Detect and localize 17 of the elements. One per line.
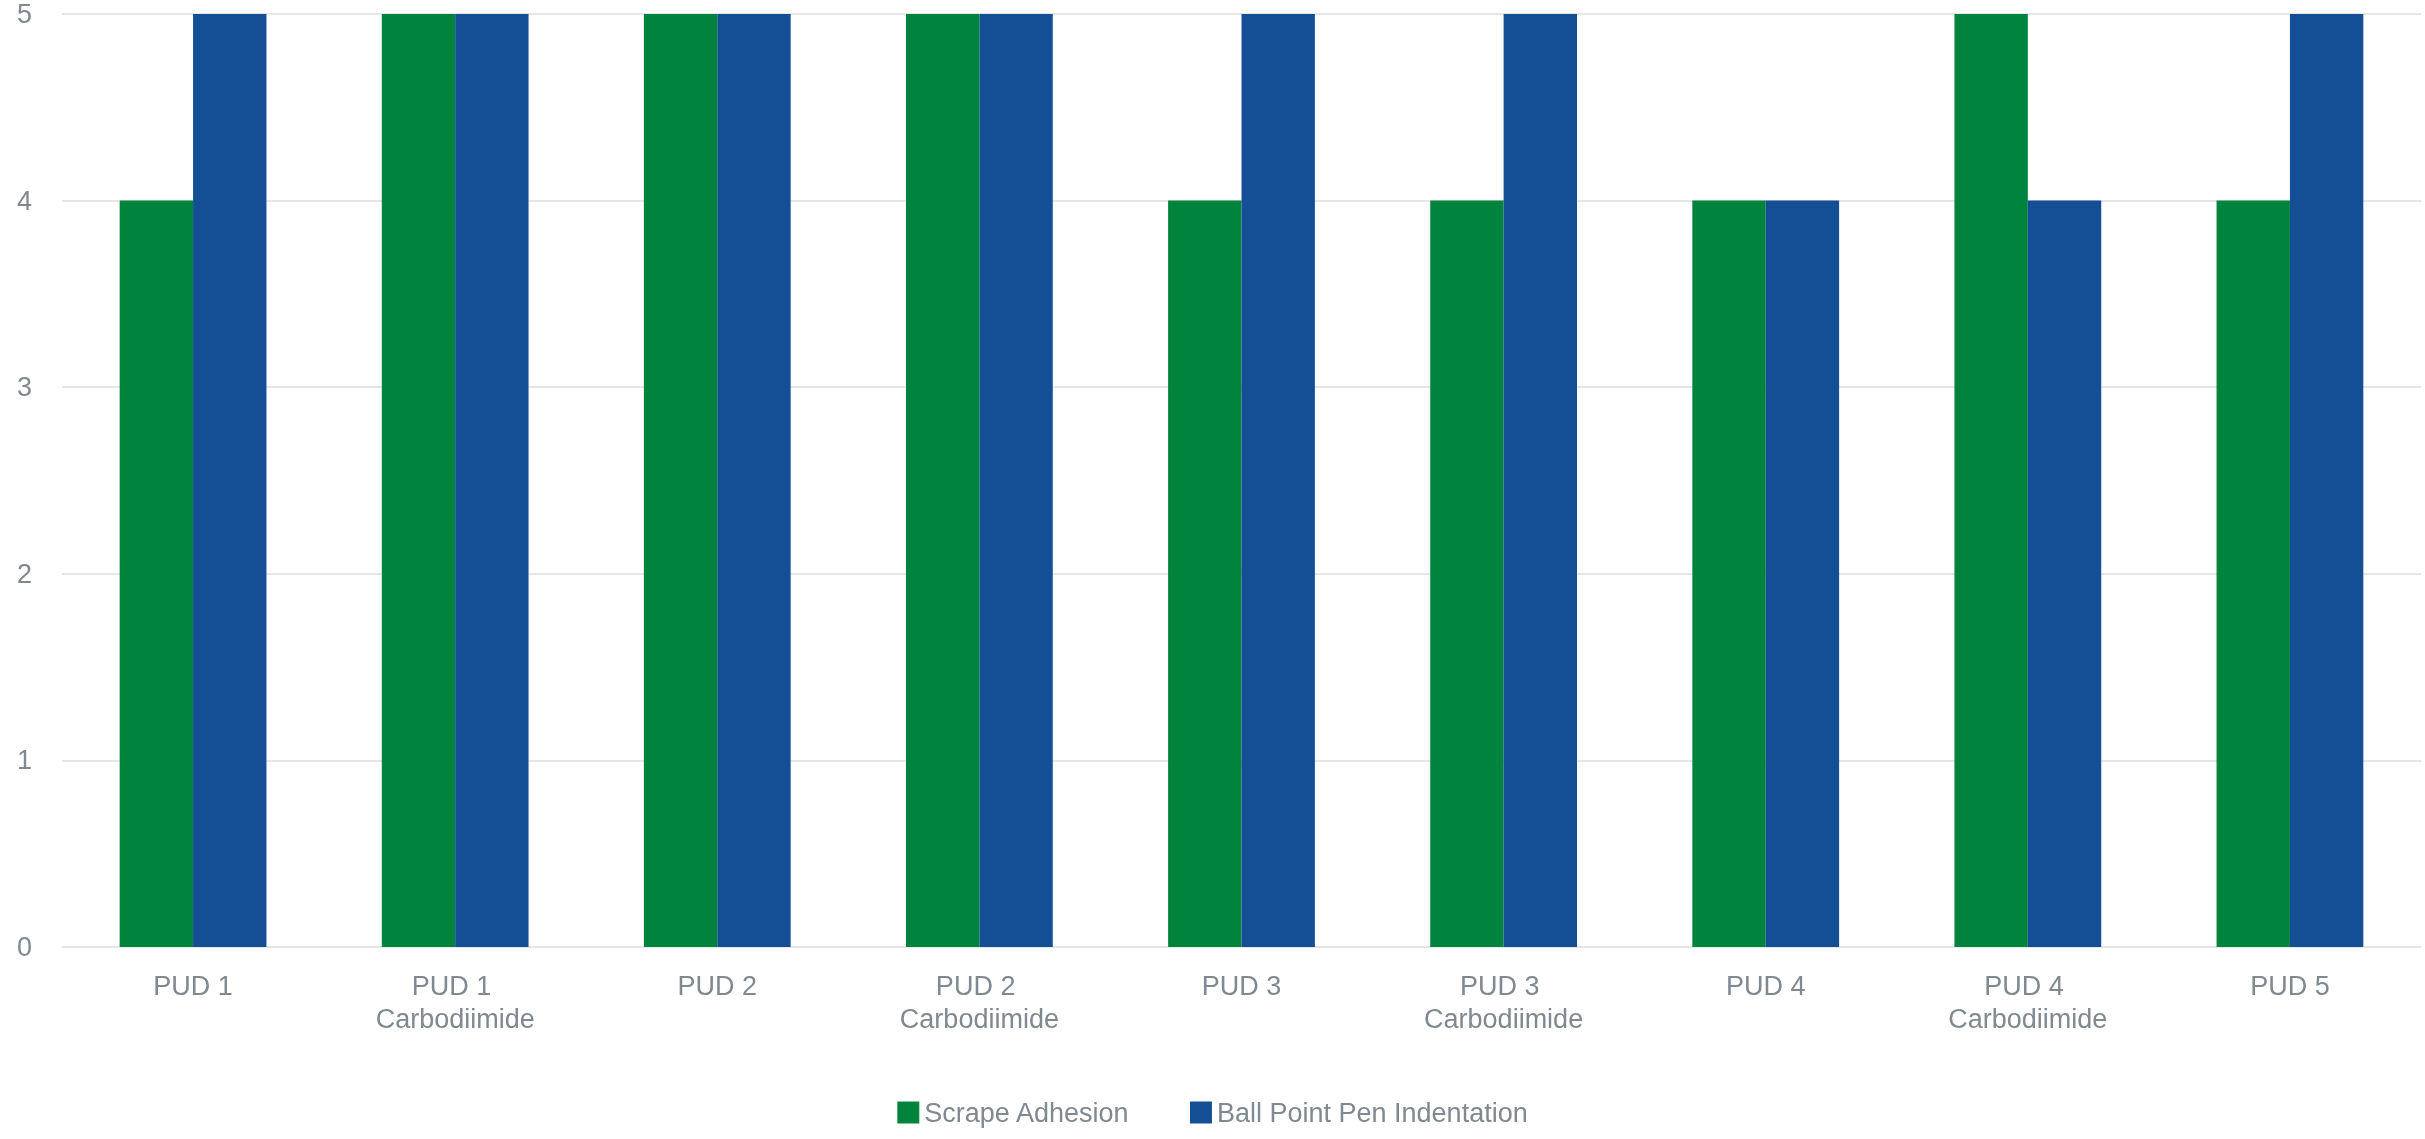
x-tick-label: PUD 4 xyxy=(1725,970,1806,1001)
y-tick-label: 2 xyxy=(16,558,32,589)
x-tick-label: PUD 2 xyxy=(677,970,758,1001)
x-tick-label: PUD 2 Carbodiimide xyxy=(899,970,1059,1034)
y-tick-label: 5 xyxy=(16,0,32,29)
y-tick-label: 3 xyxy=(16,372,32,403)
x-tick-label: PUD 1 Carbodiimide xyxy=(375,970,535,1034)
x-tick-label: PUD 3 Carbodiimide xyxy=(1424,970,1584,1034)
y-tick-label: 4 xyxy=(16,185,32,216)
x-tick-label: PUD 4 Carbodiimide xyxy=(1948,970,2108,1034)
x-tick-label: PUD 3 xyxy=(1201,970,1282,1001)
y-tick-label: 1 xyxy=(16,745,32,776)
legend-label: Ball Point Pen Indentation xyxy=(1216,1097,1528,1128)
x-tick-label: PUD 5 xyxy=(2250,970,2330,1001)
x-tick-label: PUD 1 xyxy=(153,970,233,1001)
y-tick-label: 0 xyxy=(16,932,32,962)
legend-label: Scrape Adhesion xyxy=(924,1097,1129,1128)
